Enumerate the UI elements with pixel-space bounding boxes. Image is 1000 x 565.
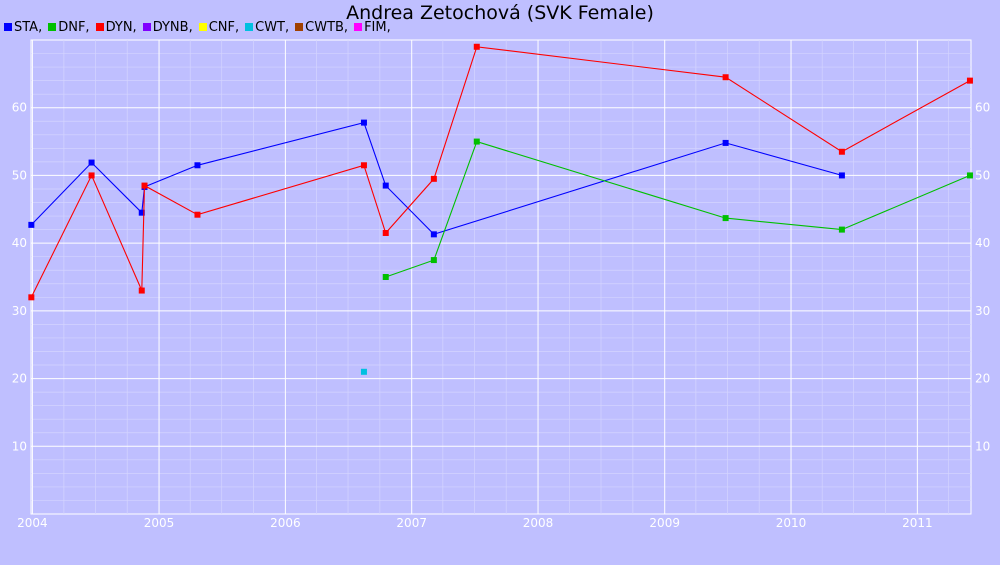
data-point-sta: [194, 162, 201, 169]
y-tick-label-right: 50: [975, 168, 990, 182]
y-tick-label: 30: [12, 304, 27, 318]
legend-item: CNF,: [198, 20, 240, 35]
data-point-sta: [382, 182, 389, 189]
legend-swatch: [354, 23, 363, 31]
data-point-dyn: [382, 229, 389, 236]
legend-item: DNF,: [48, 20, 90, 35]
data-point-sta: [722, 139, 729, 146]
x-tick-label: 2007: [396, 516, 427, 530]
data-point-dyn: [722, 74, 729, 81]
y-tick-label-right: 40: [975, 236, 990, 250]
legend-swatch: [198, 23, 207, 31]
legend-swatch: [245, 23, 254, 31]
x-tick-label: 2005: [144, 516, 175, 530]
data-point-sta: [838, 172, 845, 179]
data-point-dyn: [838, 148, 845, 155]
y-tick-label-right: 20: [975, 372, 990, 386]
data-point-dyn: [473, 43, 480, 50]
data-point-dyn: [28, 294, 35, 301]
y-tick-label: 20: [12, 372, 27, 386]
data-point-cwt: [360, 368, 367, 375]
data-point-sta: [28, 221, 35, 228]
data-point-dyn: [141, 182, 148, 189]
legend-label: STA,: [14, 20, 43, 35]
y-tick-label-right: 10: [975, 439, 990, 453]
data-point-sta: [430, 231, 437, 238]
legend: STA, DNF, DYN, DYNB, CNF, CWT, CWTB, FIM,: [4, 20, 397, 35]
x-tick-label: 2011: [902, 516, 933, 530]
x-tick-label: 2010: [776, 516, 807, 530]
legend-item: CWT,: [245, 20, 289, 35]
legend-swatch: [4, 23, 12, 31]
legend-swatch: [95, 23, 104, 31]
data-point-dyn: [360, 162, 367, 169]
x-tick-label: 2004: [17, 516, 48, 530]
legend-label: CNF,: [208, 20, 240, 35]
x-tick-label: 2006: [270, 516, 301, 530]
series-line-sta: [30, 121, 843, 235]
legend-item: DYNB,: [142, 20, 193, 35]
data-point-dyn: [138, 287, 145, 294]
plot-border: [30, 39, 972, 515]
legend-item: STA,: [4, 20, 42, 35]
data-point-dyn: [88, 172, 95, 179]
data-point-dnf: [838, 226, 845, 233]
legend-item: FIM,: [354, 20, 391, 35]
y-tick-label-right: 60: [975, 101, 990, 115]
y-tick-label: 10: [12, 439, 27, 453]
data-point-dnf: [473, 138, 480, 145]
series-line-dyn: [30, 46, 971, 298]
data-point-sta: [88, 159, 95, 166]
legend-label: DNF,: [58, 20, 90, 35]
legend-item: DYN,: [95, 20, 137, 35]
legend-label: DYNB,: [152, 20, 193, 35]
data-point-dyn: [966, 77, 973, 84]
legend-label: FIM,: [364, 20, 391, 35]
data-point-dnf: [722, 215, 729, 222]
data-point-dnf: [966, 172, 973, 179]
y-tick-label: 50: [12, 168, 27, 182]
legend-swatch: [142, 23, 151, 31]
series-line-dnf: [385, 140, 971, 278]
y-tick-label: 40: [12, 236, 27, 250]
x-tick-label: 2008: [523, 516, 554, 530]
data-point-dnf: [430, 257, 437, 264]
legend-swatch: [48, 23, 57, 31]
y-tick-label: 60: [12, 101, 27, 115]
x-tick-label: 2009: [649, 516, 680, 530]
legend-label: DYN,: [105, 20, 137, 35]
legend-item: CWTB,: [295, 20, 348, 35]
data-point-dyn: [430, 175, 437, 182]
data-point-sta: [138, 209, 145, 216]
data-point-dnf: [382, 274, 389, 280]
chart-title: Andrea Zetochová (SVK Female): [346, 2, 654, 24]
y-tick-label-right: 30: [975, 304, 990, 318]
legend-swatch: [295, 23, 304, 31]
data-point-sta: [360, 119, 367, 126]
legend-label: CWTB,: [305, 20, 349, 35]
legend-label: CWT,: [255, 20, 290, 35]
data-point-dyn: [194, 211, 201, 218]
